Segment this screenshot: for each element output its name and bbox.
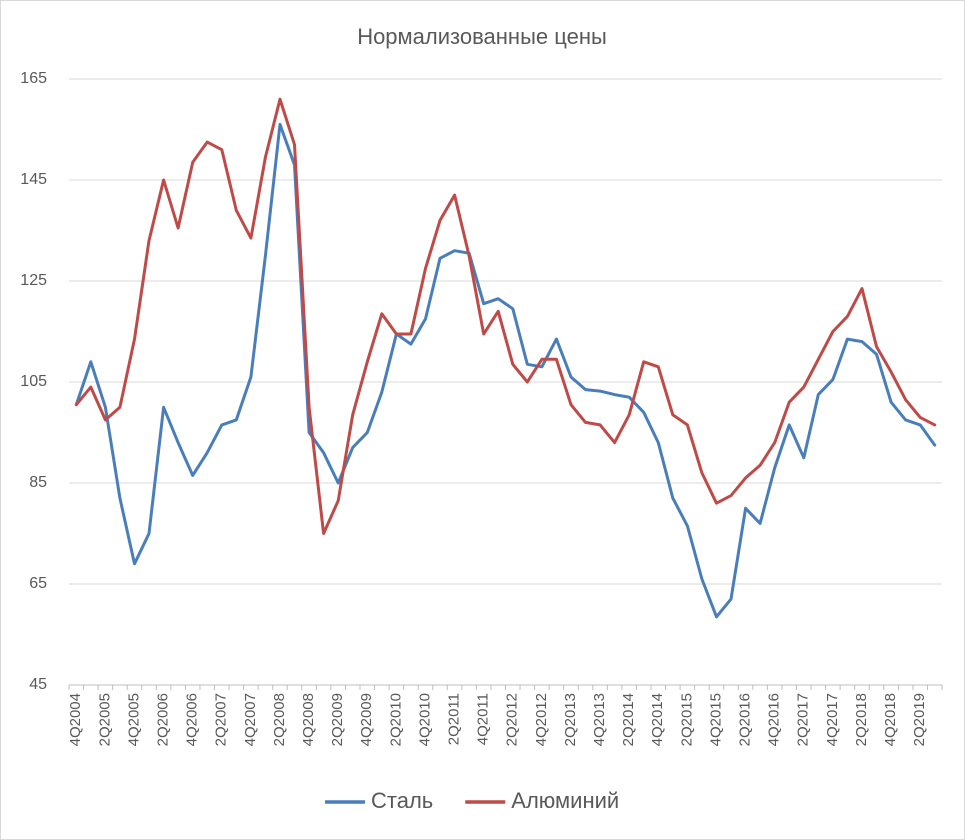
legend: Сталь Алюминий <box>325 788 619 813</box>
x-tick-label: 2Q2019 <box>911 693 928 746</box>
x-tick-label: 4Q2013 <box>591 693 608 746</box>
x-tick-label: 4Q2015 <box>707 693 724 746</box>
y-tick-label: 85 <box>29 474 47 491</box>
series-line <box>74 97 937 535</box>
y-tick-label: 125 <box>20 272 47 289</box>
x-tick-label: 4Q2004 <box>67 693 84 746</box>
x-tick-label: 4Q2006 <box>184 693 201 746</box>
x-tick-label: 2Q2006 <box>155 693 172 746</box>
legend-label: Алюминий <box>511 788 619 813</box>
y-tick-label: 165 <box>20 70 47 87</box>
x-tick-label: 2Q2010 <box>387 693 404 746</box>
x-tick-label: 4Q2010 <box>416 693 433 746</box>
y-tick-label: 65 <box>29 575 47 592</box>
x-tick-label: 4Q2009 <box>358 693 375 746</box>
x-tick-label: 2Q2017 <box>795 693 812 746</box>
x-tick-label: 2Q2013 <box>562 693 579 746</box>
y-tick-label: 105 <box>20 373 47 390</box>
x-tick-label: 4Q2008 <box>300 693 317 746</box>
x-tick-label: 4Q2017 <box>824 693 841 746</box>
chart-title: Нормализованные цены <box>357 24 607 49</box>
x-tick-label: 2Q2005 <box>96 693 113 746</box>
series-line <box>74 122 937 619</box>
x-tick-label: 2Q2009 <box>329 693 346 746</box>
x-tick-label: 2Q2008 <box>271 693 288 746</box>
x-tick-label: 4Q2007 <box>242 693 259 746</box>
x-tick-label: 2Q2018 <box>853 693 870 746</box>
x-tick-label: 2Q2011 <box>446 693 463 745</box>
x-tick-label: 2Q2016 <box>737 693 754 746</box>
legend-label: Сталь <box>371 788 433 813</box>
x-tick-label: 4Q2011 <box>475 693 492 745</box>
x-tick-label: 4Q2005 <box>125 693 142 746</box>
x-tick-label: 2Q2007 <box>213 693 230 746</box>
x-tick-label: 4Q2018 <box>882 693 899 746</box>
x-tick-label: 4Q2014 <box>649 693 666 746</box>
x-tick-label: 4Q2012 <box>533 693 550 746</box>
y-tick-label: 45 <box>29 676 47 693</box>
y-tick-label: 145 <box>20 171 47 188</box>
x-tick-label: 4Q2016 <box>766 693 783 746</box>
x-tick-label: 2Q2015 <box>678 693 695 746</box>
x-tick-label: 2Q2014 <box>620 693 637 746</box>
x-tick-label: 2Q2012 <box>504 693 521 746</box>
